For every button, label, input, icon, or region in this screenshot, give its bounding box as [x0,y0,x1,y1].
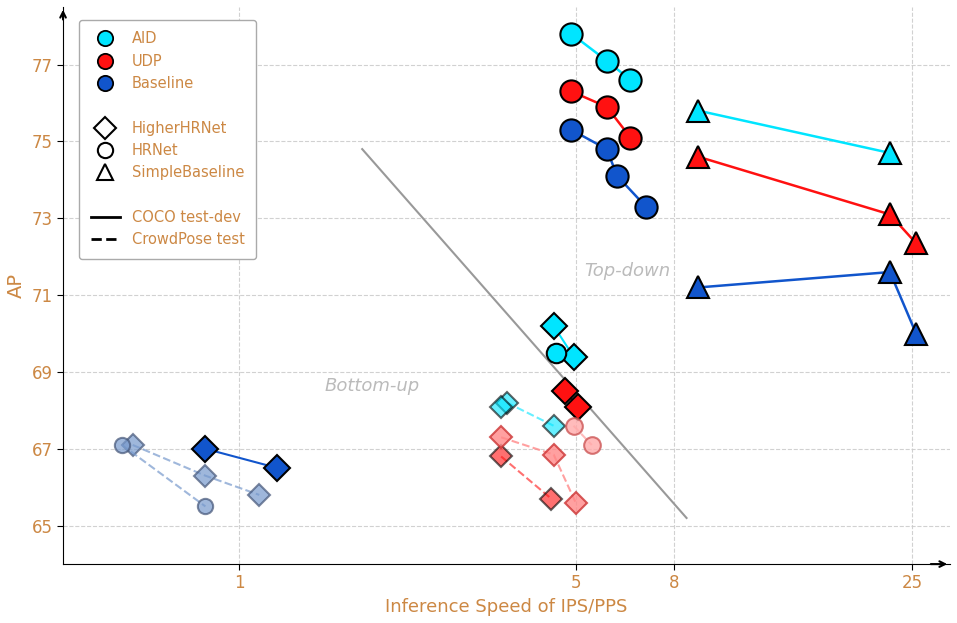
Legend: AID, UDP, Baseline, , HigherHRNet, HRNet, SimpleBaseline, , COCO test-dev, Crowd: AID, UDP, Baseline, , HigherHRNet, HRNet… [79,20,256,259]
Text: Bottom-up: Bottom-up [324,377,419,395]
X-axis label: Inference Speed of IPS/PPS: Inference Speed of IPS/PPS [386,598,628,616]
Text: Top-down: Top-down [584,262,670,280]
Y-axis label: AP: AP [7,273,26,298]
